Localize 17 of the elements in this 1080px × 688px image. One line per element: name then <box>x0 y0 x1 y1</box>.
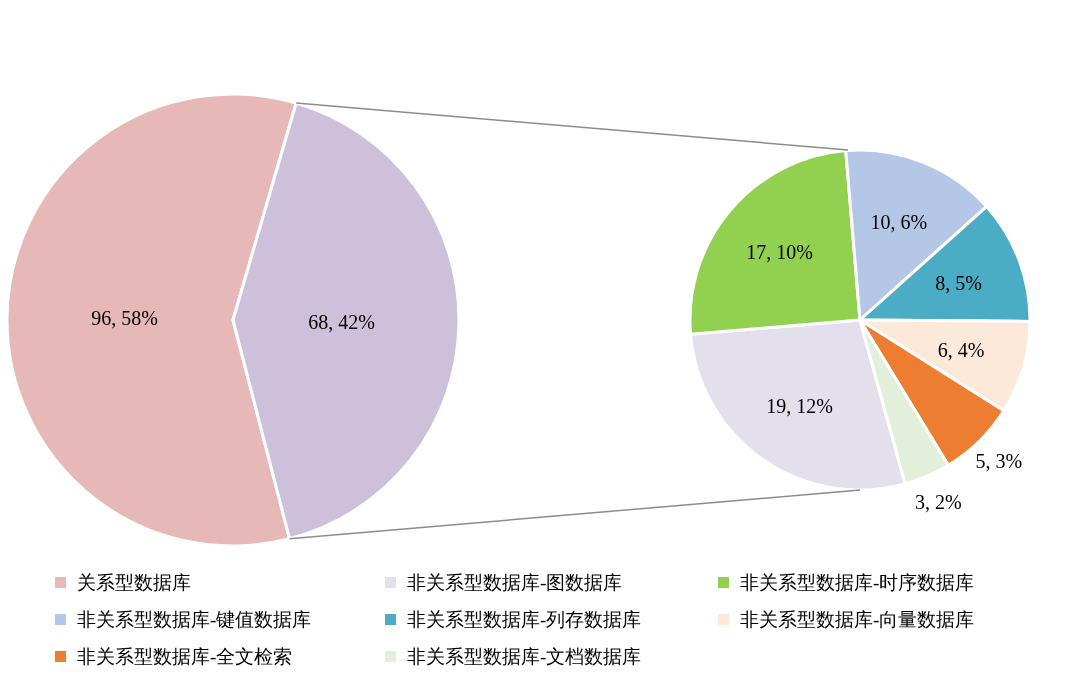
data-label: 8, 5% <box>935 271 982 294</box>
data-label: 6, 4% <box>937 338 985 361</box>
legend-label: 非关系型数据库-时序数据库 <box>740 572 975 593</box>
data-label: 19, 12% <box>766 395 834 418</box>
data-label: 68, 42% <box>308 310 375 333</box>
legend-label: 非关系型数据库-列存数据库 <box>407 609 642 630</box>
data-label: 10, 6% <box>870 211 928 234</box>
data-label: 96, 58% <box>91 307 158 330</box>
legend-label: 非关系型数据库-文档数据库 <box>407 646 642 667</box>
legend-label: 非关系型数据库-全文检索 <box>77 646 293 667</box>
legend-label: 非关系型数据库-键值数据库 <box>77 609 312 630</box>
legend-label: 非关系型数据库-向量数据库 <box>740 609 975 630</box>
legend-label: 非关系型数据库-图数据库 <box>407 572 623 593</box>
data-label: 3, 2% <box>915 490 962 513</box>
data-label: 5, 3% <box>975 450 1023 473</box>
data-label: 17, 10% <box>746 240 813 263</box>
legend-label: 关系型数据库 <box>77 572 191 593</box>
